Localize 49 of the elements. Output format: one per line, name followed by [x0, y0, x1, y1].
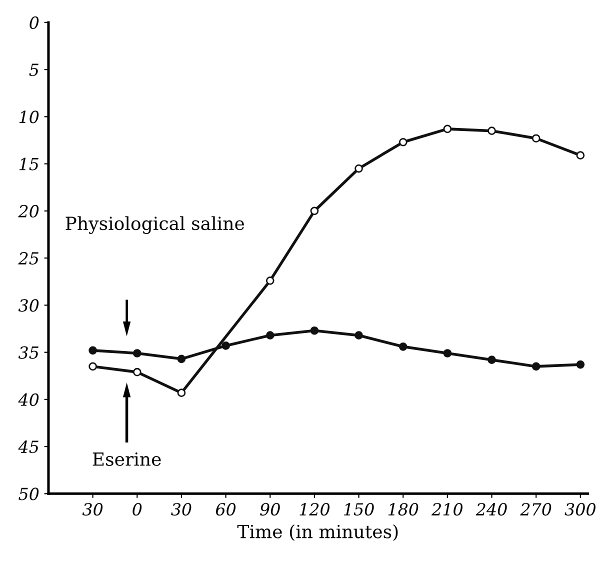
y-tick-label: 15 — [19, 158, 38, 170]
x-tick-label: 30 — [82, 503, 103, 516]
x-tick-label: 0 — [132, 503, 142, 516]
x-tick-label: 150 — [344, 503, 374, 516]
x-tick-label: 120 — [300, 503, 330, 516]
point — [132, 368, 142, 376]
point — [88, 362, 97, 371]
point — [266, 276, 274, 285]
y-tick-label: 20 — [18, 204, 39, 218]
annotation: Physiological saline — [66, 216, 244, 234]
point — [177, 388, 186, 397]
x-tick-label: 180 — [388, 503, 418, 516]
point — [310, 206, 319, 216]
y-tick-label: 10 — [19, 110, 39, 124]
point — [354, 164, 363, 173]
point — [443, 349, 452, 358]
x-tick-label: 210 — [431, 503, 462, 516]
y-tick-label: 40 — [18, 393, 39, 406]
y-tick-label: 45 — [18, 440, 38, 454]
y-tick-label: 35 — [18, 346, 38, 359]
y-tick-label: 5 — [29, 64, 38, 76]
point — [177, 354, 186, 364]
point — [398, 342, 408, 351]
x-axis-title: Time (in minutes) — [237, 524, 398, 541]
point — [443, 124, 452, 134]
point — [398, 138, 408, 146]
x-tick-label: 270 — [520, 503, 552, 516]
x-tick-label: 60 — [216, 503, 236, 516]
point — [132, 349, 142, 358]
point — [354, 331, 363, 340]
annotation: Eserine — [92, 452, 161, 466]
point — [532, 362, 540, 371]
y-tick-label: 30 — [18, 299, 39, 312]
point — [266, 331, 274, 340]
point — [222, 342, 230, 350]
point — [532, 134, 540, 143]
x-tick-label: 30 — [171, 503, 192, 516]
point — [310, 326, 319, 335]
x-tick-label: 240 — [476, 503, 507, 516]
point — [576, 151, 585, 160]
x-tick-label: 300 — [564, 503, 596, 516]
point — [488, 126, 496, 135]
y-tick-label: 25 — [18, 252, 38, 265]
x-tick-label: 90 — [260, 503, 280, 516]
point — [488, 356, 496, 364]
y-tick-label: 50 — [18, 488, 39, 500]
y-tick-label: 0 — [30, 16, 39, 30]
point — [88, 346, 97, 355]
point — [576, 360, 585, 369]
